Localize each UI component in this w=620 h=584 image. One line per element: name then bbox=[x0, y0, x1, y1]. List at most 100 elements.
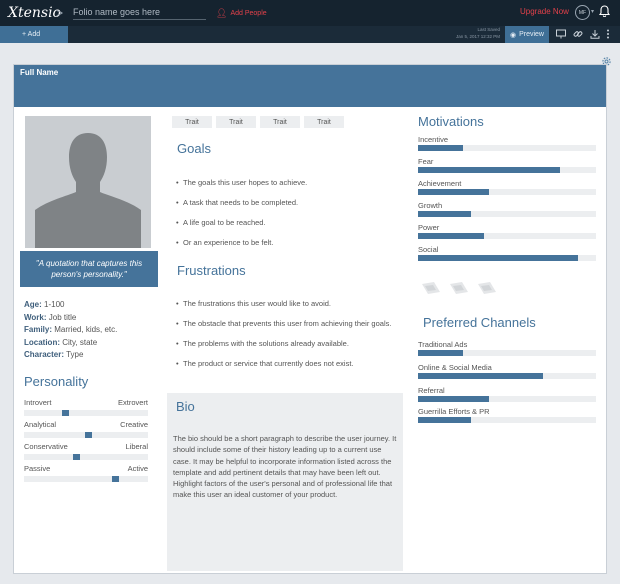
chevron-down-icon[interactable]: ▾ bbox=[591, 9, 595, 15]
eye-icon: ◉ bbox=[509, 31, 517, 39]
channels-title: Preferred Channels bbox=[423, 315, 536, 330]
folio-name-input[interactable]: Folio name goes here bbox=[73, 7, 207, 20]
personality-slider[interactable]: Analytical Creative bbox=[24, 420, 148, 438]
trait-tag[interactable]: Trait bbox=[216, 116, 256, 128]
motivation-bar[interactable]: Power bbox=[418, 223, 596, 239]
last-saved-label: Last Saved bbox=[477, 27, 500, 32]
demographic-character[interactable]: Character: Type bbox=[24, 350, 84, 359]
personality-title: Personality bbox=[24, 374, 89, 389]
persona-sheet: Full Name "A quotation that captures thi… bbox=[13, 64, 607, 574]
slider-left-label: Conservative bbox=[24, 442, 68, 451]
list-item: A life goal to be reached. bbox=[176, 217, 406, 228]
personality-slider[interactable]: Conservative Liberal bbox=[24, 442, 148, 460]
bar-label: Achievement bbox=[418, 179, 462, 188]
motivation-bar[interactable]: Incentive bbox=[418, 135, 596, 151]
last-saved-time: Jan 5, 2017 12:32 PM bbox=[455, 33, 500, 39]
bar-fill[interactable] bbox=[418, 255, 579, 261]
demographics: Age: 1-100 Work: Job title Family: Marri… bbox=[24, 299, 117, 362]
link-icon[interactable] bbox=[573, 29, 583, 41]
bar-label: Fear bbox=[418, 157, 434, 166]
brand-logo-placeholder-icon[interactable] bbox=[420, 280, 442, 296]
bar-fill[interactable] bbox=[418, 167, 561, 173]
list-item: The obstacle that prevents this user fro… bbox=[176, 318, 406, 329]
preview-button[interactable]: ◉ Preview bbox=[505, 26, 549, 43]
brand-logos[interactable] bbox=[420, 280, 498, 296]
list-item: The problems with the solutions already … bbox=[176, 338, 406, 349]
persona-photo[interactable] bbox=[25, 116, 151, 248]
trait-tag[interactable]: Trait bbox=[260, 116, 300, 128]
goals-list[interactable]: The goals this user hopes to achieve. A … bbox=[176, 177, 406, 248]
bar-label: Referral bbox=[418, 386, 445, 395]
toolbar: + Add Last Saved Jan 5, 2017 12:32 PM ◉ … bbox=[0, 26, 620, 43]
add-people-label: Add People bbox=[230, 9, 267, 17]
slider-track[interactable] bbox=[24, 476, 148, 482]
trait-tag[interactable]: Trait bbox=[172, 116, 212, 128]
bell-icon[interactable] bbox=[598, 5, 611, 20]
brand-logo-placeholder-icon[interactable] bbox=[476, 280, 498, 296]
bar-fill[interactable] bbox=[418, 145, 463, 151]
slider-thumb[interactable] bbox=[85, 432, 93, 438]
slider-track[interactable] bbox=[24, 454, 148, 460]
bar-fill[interactable] bbox=[418, 189, 490, 195]
gear-icon[interactable] bbox=[601, 56, 612, 70]
bar-fill[interactable] bbox=[418, 350, 463, 356]
personality-slider[interactable]: Passive Active bbox=[24, 464, 148, 482]
personality-slider[interactable]: Introvert Extrovert bbox=[24, 398, 148, 416]
channel-bar[interactable]: Guerrilla Efforts & PR bbox=[418, 407, 596, 423]
slider-thumb[interactable] bbox=[61, 410, 69, 416]
bar-label: Growth bbox=[418, 201, 443, 210]
demographic-age[interactable]: Age: 1-100 bbox=[24, 300, 65, 309]
list-item: The product or service that currently do… bbox=[176, 358, 406, 369]
bar-fill[interactable] bbox=[418, 417, 472, 423]
full-name[interactable]: Full Name bbox=[20, 68, 59, 77]
user-avatar[interactable]: MF bbox=[575, 5, 590, 20]
present-icon[interactable] bbox=[556, 29, 566, 41]
motivation-bar[interactable]: Fear bbox=[418, 157, 596, 173]
upgrade-now-link[interactable]: Upgrade Now bbox=[520, 7, 569, 16]
xtensio-logo[interactable]: Xtensio bbox=[8, 5, 61, 21]
demographic-family[interactable]: Family: Married, kids, etc. bbox=[24, 325, 118, 334]
channel-bar[interactable]: Online & Social Media bbox=[418, 363, 596, 379]
more-menu-icon[interactable] bbox=[606, 29, 610, 41]
download-icon[interactable] bbox=[590, 29, 600, 41]
slider-left-label: Analytical bbox=[24, 420, 57, 429]
bar-track bbox=[418, 211, 596, 217]
demographic-location[interactable]: Location: City, state bbox=[24, 337, 98, 347]
slider-track[interactable] bbox=[24, 432, 148, 438]
bar-fill[interactable] bbox=[418, 211, 472, 217]
bio-block[interactable]: Bio The bio should be a short paragraph … bbox=[167, 393, 403, 571]
bio-text[interactable]: The bio should be a short paragraph to d… bbox=[173, 434, 397, 500]
bar-track bbox=[418, 189, 596, 195]
slider-thumb[interactable] bbox=[111, 476, 119, 482]
persona-quote[interactable]: "A quotation that captures this person's… bbox=[20, 251, 158, 287]
list-item: The goals this user hopes to achieve. bbox=[176, 177, 406, 188]
slider-track[interactable] bbox=[24, 410, 148, 416]
bar-fill[interactable] bbox=[418, 396, 490, 402]
slider-left-label: Introvert bbox=[24, 398, 52, 407]
bar-track bbox=[418, 167, 596, 173]
add-people-button[interactable]: 👤︎ Add People bbox=[216, 8, 267, 19]
bar-track bbox=[418, 145, 596, 151]
bar-label: Guerrilla Efforts & PR bbox=[418, 407, 490, 416]
add-block-button[interactable]: + Add bbox=[0, 26, 68, 43]
slider-thumb[interactable] bbox=[73, 454, 81, 460]
preview-label: Preview bbox=[519, 31, 544, 38]
bar-track bbox=[418, 396, 596, 402]
bar-label: Social bbox=[418, 245, 439, 254]
motivation-bar[interactable]: Social bbox=[418, 245, 596, 261]
brand-logo-placeholder-icon[interactable] bbox=[448, 280, 470, 296]
trait-tag[interactable]: Trait bbox=[304, 116, 344, 128]
demographic-work[interactable]: Work: Job title bbox=[24, 312, 77, 322]
bar-fill[interactable] bbox=[418, 233, 484, 239]
bar-track bbox=[418, 233, 596, 239]
motivations-title: Motivations bbox=[418, 114, 484, 129]
bio-title: Bio bbox=[176, 399, 195, 414]
channel-bar[interactable]: Referral bbox=[418, 386, 596, 402]
channel-bar[interactable]: Traditional Ads bbox=[418, 340, 596, 356]
motivation-bar[interactable]: Achievement bbox=[418, 179, 596, 195]
frustrations-list[interactable]: The frustrations this user would like to… bbox=[176, 298, 406, 369]
breadcrumb-separator: > bbox=[56, 6, 64, 20]
bar-fill[interactable] bbox=[418, 373, 543, 379]
list-item: Or an experience to be felt. bbox=[176, 237, 406, 248]
motivation-bar[interactable]: Growth bbox=[418, 201, 596, 217]
